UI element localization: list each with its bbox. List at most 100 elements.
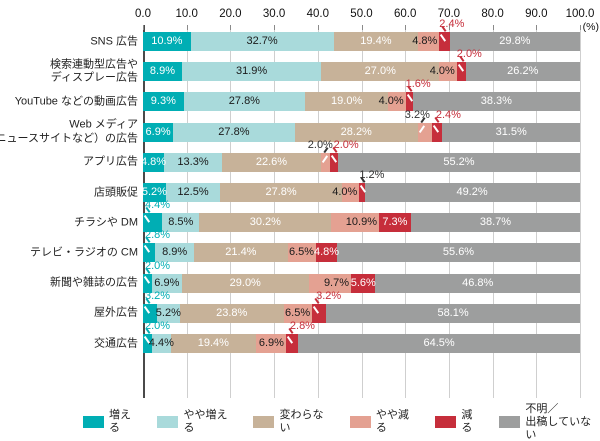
category-label: YouTube などの動画広告 <box>15 95 138 109</box>
callout-value-label: 2.8% <box>145 229 171 242</box>
axis-tick-label: 80.0 <box>481 8 504 20</box>
legend-item-decrease: 減る <box>435 409 482 435</box>
bar-segment-increase <box>143 62 182 82</box>
bar-value-label: 8.5% <box>168 216 194 229</box>
category-label: アプリ広告 <box>83 156 138 170</box>
legend-label-line: 変わらない <box>279 409 324 434</box>
bar-value-label: 21.4% <box>225 246 257 259</box>
gridline <box>580 25 581 398</box>
bar-segment-unknown <box>375 273 580 293</box>
bar-segment-somewhat-decrease <box>331 213 379 233</box>
category-label: テレビ・ラジオの CM <box>30 246 138 260</box>
callout-value-label: 1.6% <box>405 78 431 91</box>
bar-segment-no-change <box>294 122 418 142</box>
category-label: Web メディア（ニュースサイトなど）の広告 <box>0 119 138 146</box>
axis-tick-label: 100.0 <box>565 8 595 20</box>
bar-segment-unknown <box>298 334 580 353</box>
bar-segment-no-change <box>170 334 256 353</box>
bar-segment-somewhat-increase <box>181 62 322 82</box>
bar-value-label: 5.6% <box>350 276 376 289</box>
axis-tick <box>361 25 363 30</box>
category-label-line: ディスプレー広告 <box>50 71 138 84</box>
bar-segment-unknown <box>412 92 580 112</box>
bar-value-label: 6.9% <box>258 337 284 349</box>
legend-label-line: 減る <box>461 409 473 434</box>
category-label: 新聞や雑誌の広告 <box>50 276 138 290</box>
bar-segment-somewhat-increase <box>151 273 182 293</box>
bar-value-label: 19.4% <box>197 337 229 349</box>
bar-segment-somewhat-decrease <box>283 303 313 323</box>
bar-segment-somewhat-decrease <box>308 273 351 293</box>
bar-segment-somewhat-increase <box>183 92 306 112</box>
bar-value-label: 49.2% <box>456 186 488 198</box>
bar-segment-increase <box>143 32 191 51</box>
legend-label-line: やや増える <box>183 409 228 434</box>
axis-tick-label: 0.0 <box>135 8 151 20</box>
bar-row: 6.9% 27.8% 28.2% 31.5% <box>143 122 581 142</box>
bar-segment-no-change <box>179 303 284 323</box>
bar-value-label: 4.0% <box>378 95 404 108</box>
bar-segment-somewhat-decrease <box>287 243 317 263</box>
legend-label: やや増える <box>183 409 236 435</box>
bar-segment-increase <box>143 213 163 233</box>
legend-swatch <box>349 416 371 428</box>
category-label-line: （ニュースサイトなど）の広告 <box>0 132 138 145</box>
axis-tick <box>536 25 538 30</box>
callout-value-label: 2.0% <box>145 259 171 272</box>
bar-value-label: 12.5% <box>177 186 209 198</box>
bar-segment-decrease <box>456 62 466 82</box>
category-label-line: SNS 広告 <box>90 34 138 47</box>
category-label: 交通広告 <box>94 337 138 351</box>
category-label-line: アプリ広告 <box>83 155 138 168</box>
bar-value-label: 5.2% <box>141 186 167 198</box>
bar-segment-unknown <box>338 152 580 172</box>
bar-segment-somewhat-increase <box>162 213 200 233</box>
bar-value-label: 4.0% <box>429 65 455 78</box>
bar-value-label: 22.6% <box>255 155 288 168</box>
legend-swatch <box>435 416 457 428</box>
category-label-line: 新聞や雑誌の広告 <box>50 276 138 289</box>
bar-value-label: 6.9% <box>154 276 180 289</box>
legend-item-no-change: 変わらない <box>253 409 332 435</box>
bar-value-label: 10.9% <box>345 216 377 229</box>
bar-value-label: 38.3% <box>480 95 512 108</box>
bar-segment-somewhat-increase <box>155 243 195 263</box>
bar-segment-no-change <box>199 213 332 233</box>
bar-value-label: 55.2% <box>443 155 475 168</box>
axis-tick <box>405 25 407 30</box>
bar-row: 5.2% 12.5% 27.8% 4.0% 49.2% <box>141 183 581 202</box>
bar-row: 8.5% 30.2% 10.9% 7.3% 38.7% <box>143 213 581 233</box>
bar-row: 6.9% 29.0% 9.7% 5.6% 46.8% <box>143 273 581 293</box>
bar-segment-no-change <box>222 152 321 172</box>
category-label-line: 屋外広告 <box>94 306 138 319</box>
axis-tick-label: 10.0 <box>175 8 198 20</box>
callout-value-label: 2.8% <box>289 320 315 332</box>
axis-zero-line <box>142 25 145 398</box>
callout-value-label: 2.0% <box>456 48 482 61</box>
bar-value-label: 19.4% <box>360 35 392 47</box>
category-label: SNS 広告 <box>90 35 138 49</box>
percent-unit-label: (%) <box>582 21 599 33</box>
bar-segment-unknown <box>364 183 580 202</box>
bar-segment-no-change <box>194 243 288 263</box>
bar-row: 9.3% 27.8% 19.0% 4.0% 38.3% <box>143 92 581 112</box>
legend-label-line: 出稿していない <box>525 415 592 441</box>
bar-value-label: 26.2% <box>507 65 539 78</box>
axis-tick-label: 30.0 <box>262 8 286 20</box>
bar-row: 10.9% 32.7% 19.4% 4.8% 29.8% <box>143 32 581 51</box>
category-label: チラシや DM <box>74 216 138 230</box>
gridline <box>448 25 450 398</box>
bar-segment-no-change <box>321 62 440 82</box>
axis-tick <box>143 25 144 30</box>
gridline <box>536 25 538 398</box>
legend-label: 変わらない <box>279 409 332 435</box>
callout-value-label: 1.2% <box>359 169 385 181</box>
bar-row: 4.8% 13.3% 22.6% 55.2% <box>141 152 581 172</box>
legend-label: 増える <box>109 409 140 435</box>
bar-value-label: 27.8% <box>218 125 250 138</box>
legend: 増える やや増える 変わらない やや減る 減る 不明／ 出稿していない <box>83 403 600 441</box>
bar-row: 4.4% 19.4% 6.9% 64.5% <box>143 334 581 353</box>
bar-segment-unknown <box>410 213 580 233</box>
bar-value-label: 6.9% <box>145 125 171 138</box>
bar-segment-unknown <box>442 122 580 142</box>
